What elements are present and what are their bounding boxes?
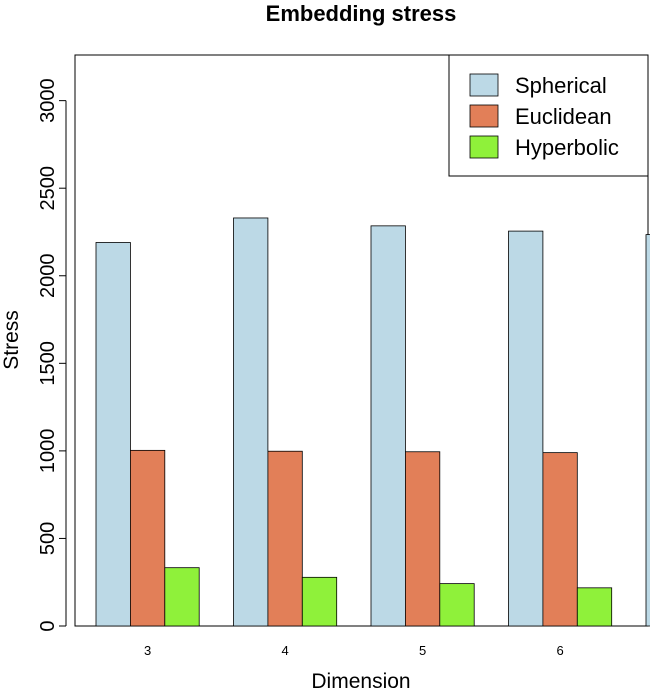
bar-spherical-4 (233, 217, 269, 627)
bar-spherical-3 (95, 242, 131, 627)
legend-swatch-euclidean (469, 104, 499, 128)
chart-title: Embedding stress (266, 1, 457, 26)
y-tick-label: 1000 (37, 429, 59, 474)
y-tick-label: 2000 (37, 254, 59, 299)
bar-hyperbolic-6 (576, 587, 613, 627)
bars-group (95, 217, 650, 627)
y-axis: 0 500 1000 1500 2000 2500 3000 (37, 78, 67, 632)
bar-euclidean-3 (129, 449, 166, 627)
bar-hyperbolic-5 (439, 583, 475, 627)
legend: Spherical Euclidean Hyperbolic (448, 54, 649, 177)
x-tick-labels: 345678910 (144, 643, 564, 658)
x-tick-label: 5 (419, 643, 426, 658)
x-tick-label: 3 (144, 643, 151, 658)
x-tick-label: 4 (281, 643, 288, 658)
legend-label-spherical: Spherical (515, 73, 607, 98)
bar-spherical-5 (370, 225, 406, 627)
y-tick-label: 0 (37, 620, 59, 631)
bar-euclidean-5 (404, 451, 441, 627)
legend-label-euclidean: Euclidean (515, 104, 612, 129)
legend-swatch-hyperbolic (469, 135, 499, 159)
y-tick-label: 2500 (37, 166, 59, 211)
bar-euclidean-4 (267, 450, 303, 627)
bar-hyperbolic-3 (164, 567, 200, 627)
y-tick-label: 500 (37, 522, 59, 555)
legend-label-hyperbolic: Hyperbolic (515, 135, 619, 160)
x-axis-title: Dimension (311, 670, 410, 693)
bar-hyperbolic-4 (301, 576, 338, 627)
bar-spherical-6 (508, 230, 544, 627)
y-tick-label: 1500 (37, 341, 59, 386)
bar-euclidean-6 (542, 452, 578, 627)
legend-swatch-spherical (469, 73, 499, 97)
bar-spherical-7 (645, 234, 650, 627)
x-tick-label: 6 (556, 643, 563, 658)
y-axis-title: Stress (0, 310, 23, 370)
y-tick-label: 3000 (37, 78, 59, 123)
